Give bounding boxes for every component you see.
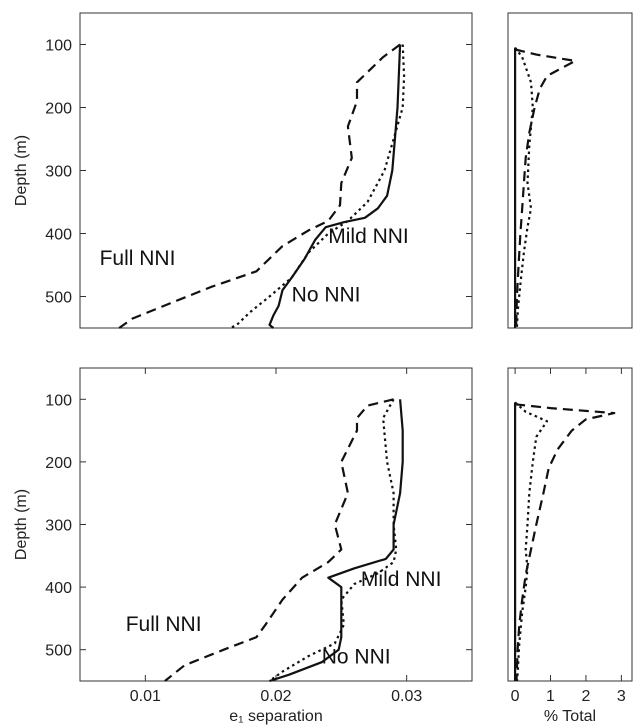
y-tick-label: 500	[45, 643, 72, 660]
series-annotation: No NNI	[322, 645, 391, 668]
panel-bottom-right: 0 1 2 3 % Total	[507, 367, 633, 725]
series-line-dashed	[514, 403, 616, 682]
x-tick-label: 0.02	[260, 688, 291, 705]
series-line-dashed	[118, 43, 401, 329]
series-annotation: Mild NNI	[361, 568, 442, 591]
y-tick-label: 200	[45, 101, 72, 118]
series-annotation: Full NNI	[100, 247, 176, 270]
panel-bottom-left: 100 200 300 400 500 0.01 0.02 0.03 Depth (m) e₁ s…	[13, 367, 473, 725]
y-tick-label: 200	[45, 455, 72, 472]
y-tick-label: 500	[45, 290, 72, 307]
x-tick-label: 0	[511, 688, 520, 705]
y-axis-label: Depth (m)	[13, 489, 30, 560]
series-line-dotted	[268, 398, 398, 682]
plot-frame	[507, 12, 633, 329]
x-tick-label: 1	[546, 688, 555, 705]
panel-top-right	[507, 12, 633, 329]
series-line-dotted	[514, 46, 534, 329]
series-annotation: Mild NNI	[328, 225, 409, 248]
y-tick-label: 400	[45, 580, 72, 597]
y-tick-label: 300	[45, 518, 72, 535]
plot-frame	[507, 367, 633, 682]
x-tick-label: 2	[581, 688, 590, 705]
x-axis-label: % Total	[544, 708, 596, 725]
x-axis-label: e₁ separation	[229, 708, 322, 725]
series-line-solid	[269, 399, 404, 683]
y-axis-label: Depth (m)	[13, 135, 30, 206]
y-tick-label: 100	[45, 38, 72, 55]
x-tick-label: 0.03	[391, 688, 422, 705]
plot-frame	[79, 12, 473, 329]
y-tick-label: 400	[45, 227, 72, 244]
y-tick-label: 300	[45, 164, 72, 181]
series-line-dotted	[514, 401, 549, 682]
x-tick-label: 3	[617, 688, 626, 705]
panel-top-left: 100 200 300 400 500 Depth (m) Full NNI Mild NNI…	[13, 12, 473, 329]
series-line-dashed	[514, 48, 577, 329]
y-tick-label: 100	[45, 392, 72, 409]
series-line-dashed	[164, 398, 394, 682]
series-annotation: No NNI	[292, 284, 361, 307]
x-tick-label: 0.01	[130, 688, 161, 705]
series-annotation: Full NNI	[126, 613, 202, 636]
